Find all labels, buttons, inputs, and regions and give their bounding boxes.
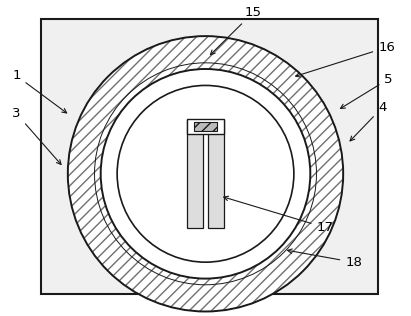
Text: 1: 1	[12, 69, 67, 113]
Text: 5: 5	[340, 72, 393, 108]
Circle shape	[101, 69, 310, 279]
FancyBboxPatch shape	[41, 19, 378, 294]
Bar	[194, 122, 217, 131]
Text: 16: 16	[296, 41, 395, 77]
Text: 3: 3	[12, 107, 61, 164]
Bar	[208, 120, 224, 228]
Text: 4: 4	[350, 101, 386, 141]
Wedge shape	[68, 36, 343, 312]
Text: 17: 17	[224, 196, 333, 234]
Wedge shape	[68, 36, 343, 312]
Text: 18: 18	[288, 249, 362, 269]
Circle shape	[117, 85, 294, 262]
Bar	[187, 119, 224, 134]
Bar	[187, 120, 203, 228]
Text: 15: 15	[210, 6, 261, 55]
